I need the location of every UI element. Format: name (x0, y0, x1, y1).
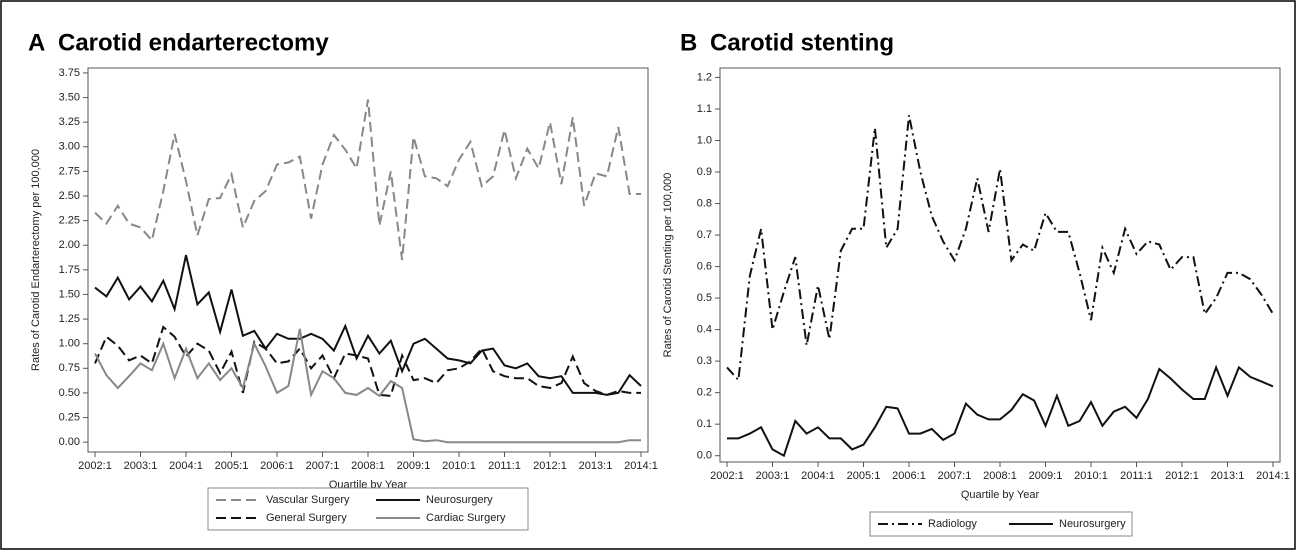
x-tick-label: 2011:1 (488, 460, 521, 472)
x-tick-label: 2012:1 (533, 460, 567, 472)
x-tick-label: 2011:1 (1120, 470, 1153, 482)
y-tick-label: 1.25 (59, 313, 80, 325)
y-tick-label: 3.75 (59, 67, 80, 79)
y-axis-label: Rates of Carotid Endarterectomy per 100,… (30, 149, 42, 371)
series-line (94, 325, 641, 397)
series-line (94, 328, 641, 444)
y-tick-label: 1.00 (59, 338, 80, 350)
legend-label: Cardiac Surgery (426, 512, 506, 524)
x-tick-label: 2013:1 (1211, 470, 1245, 482)
y-tick-label: 0.4 (697, 324, 712, 336)
x-tick-label: 2012:1 (1165, 470, 1199, 482)
y-tick-label: 0.25 (59, 411, 80, 423)
legend-box (207, 487, 529, 531)
legend-label: General Surgery (266, 512, 347, 524)
chart-title: Carotid stenting (710, 29, 894, 56)
y-tick-label: 1.1 (697, 103, 712, 115)
x-tick-label: 2007:1 (938, 470, 972, 482)
y-tick-label: 0.9 (697, 166, 712, 178)
series-line (727, 364, 1274, 458)
y-tick-label: 0.5 (697, 292, 712, 304)
y-tick-label: 2.75 (59, 165, 80, 177)
y-axis-label: Rates of Carotid Stenting per 100,000 (662, 173, 674, 358)
y-tick-label: 1.2 (697, 71, 712, 83)
x-tick-label: 2008:1 (983, 470, 1017, 482)
x-tick-label: 2009:1 (1029, 470, 1063, 482)
x-tick-label: 2003:1 (124, 460, 158, 472)
y-tick-label: 2.50 (59, 190, 80, 202)
y-tick-label: 1.75 (59, 264, 80, 276)
series-line (726, 115, 1274, 383)
x-tick-label: 2008:1 (351, 460, 385, 472)
x-tick-label: 2009:1 (397, 460, 431, 472)
x-tick-label: 2002:1 (710, 470, 744, 482)
chart-title: Carotid endarterectomy (58, 29, 329, 56)
x-tick-label: 2004:1 (169, 460, 203, 472)
panel-label: A (28, 29, 45, 56)
x-tick-label: 2013:1 (579, 460, 613, 472)
y-tick-label: 3.25 (59, 116, 80, 128)
y-tick-label: 0.3 (697, 355, 712, 367)
y-tick-label: 0.0 (697, 450, 712, 462)
y-tick-label: 3.50 (59, 91, 80, 103)
y-tick-label: 3.00 (59, 141, 80, 153)
y-tick-label: 0.7 (697, 229, 712, 241)
x-tick-label: 2004:1 (801, 470, 835, 482)
panel-label: B (680, 29, 697, 56)
x-tick-label: 2003:1 (756, 470, 790, 482)
x-tick-label: 2005:1 (847, 470, 881, 482)
x-tick-label: 2007:1 (306, 460, 340, 472)
y-tick-label: 2.00 (59, 239, 80, 251)
x-tick-label: 2014:1 (624, 460, 658, 472)
y-tick-label: 0.2 (697, 387, 712, 399)
legend-label: Neurosurgery (1059, 518, 1126, 530)
y-tick-label: 0.00 (59, 436, 80, 448)
y-tick-label: 0.50 (59, 387, 80, 399)
x-tick-label: 2002:1 (78, 460, 112, 472)
x-tick-label: 2006:1 (892, 470, 926, 482)
series-line (94, 99, 641, 261)
x-tick-label: 2006:1 (260, 460, 294, 472)
y-tick-label: 2.25 (59, 215, 80, 227)
x-tick-label: 2010:1 (1074, 470, 1108, 482)
series-line (94, 254, 642, 396)
y-tick-label: 0.75 (59, 362, 80, 374)
y-tick-label: 0.8 (697, 197, 712, 209)
x-tick-label: 2014:1 (1256, 470, 1290, 482)
y-tick-label: 1.0 (697, 134, 712, 146)
x-axis-label: Quartile by Year (961, 489, 1040, 501)
y-tick-label: 0.1 (697, 418, 712, 430)
legend-label: Neurosurgery (426, 494, 493, 506)
legend-label: Radiology (928, 518, 977, 530)
x-tick-label: 2010:1 (442, 460, 476, 472)
legend-label: Vascular Surgery (266, 494, 350, 506)
x-tick-label: 2005:1 (215, 460, 249, 472)
y-tick-label: 0.6 (697, 260, 712, 272)
y-tick-label: 1.50 (59, 288, 80, 300)
